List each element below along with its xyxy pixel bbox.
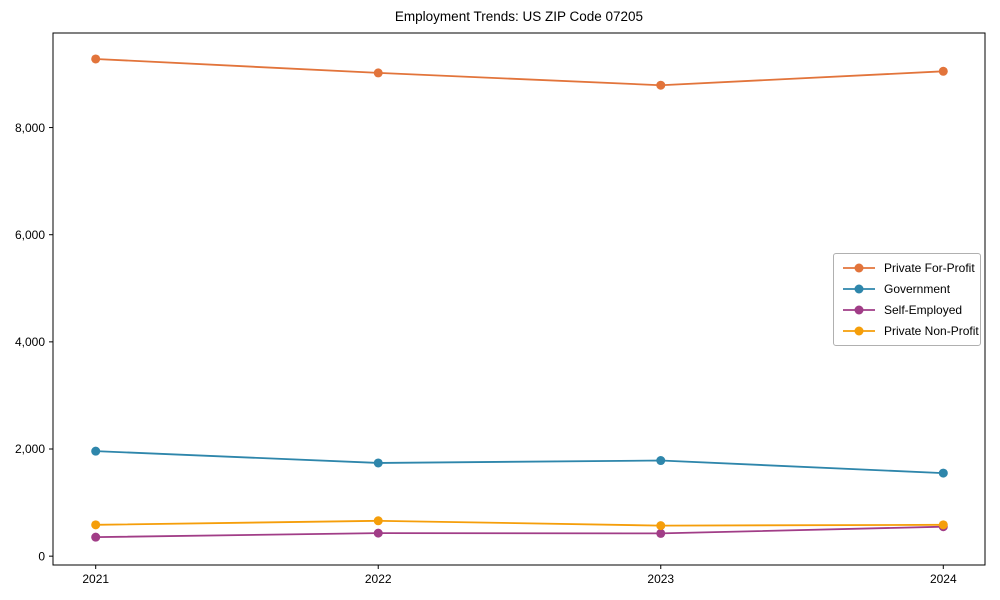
data-point xyxy=(373,516,383,526)
legend-item: Self-Employed xyxy=(842,300,972,321)
legend-marker-icon xyxy=(843,284,875,294)
data-point xyxy=(373,528,383,538)
y-tick-label: 2,000 xyxy=(15,442,45,456)
legend-marker-icon xyxy=(843,305,875,315)
y-tick-label: 8,000 xyxy=(15,121,45,135)
legend-marker-icon xyxy=(843,326,875,336)
x-tick-label: 2022 xyxy=(365,572,392,586)
legend-item: Private Non-Profit xyxy=(842,321,979,342)
data-point xyxy=(373,458,383,468)
data-point xyxy=(656,456,666,466)
data-point xyxy=(656,528,666,538)
legend-label: Government xyxy=(884,281,951,296)
x-tick-label: 2023 xyxy=(647,572,674,586)
data-point xyxy=(656,521,666,531)
data-point xyxy=(91,54,101,64)
y-tick-label: 0 xyxy=(38,549,45,563)
chart-title: Employment Trends: US ZIP Code 07205 xyxy=(394,9,644,24)
data-point xyxy=(91,446,101,456)
plot-frame xyxy=(52,32,986,566)
data-point xyxy=(656,80,666,90)
legend-label: Self-Employed xyxy=(884,303,963,318)
legend-label: Private For-Profit xyxy=(884,260,975,275)
y-axis: 0 2,000 4,000 6,000 8,000 xyxy=(15,121,53,563)
legend-item: Government xyxy=(842,278,972,299)
y-tick-label: 4,000 xyxy=(15,335,45,349)
legend-item: Private For-Profit xyxy=(842,257,975,278)
data-point xyxy=(938,66,948,76)
series-lines xyxy=(91,54,948,542)
series-line-self-employed xyxy=(95,525,944,539)
series-line-private-for-profit xyxy=(95,58,944,87)
data-point xyxy=(373,68,383,78)
legend-marker-icon xyxy=(843,263,875,273)
data-point xyxy=(91,520,101,530)
y-tick-label: 6,000 xyxy=(15,228,45,242)
data-point xyxy=(938,520,948,530)
x-tick-label: 2021 xyxy=(82,572,109,586)
x-tick-label: 2024 xyxy=(930,572,957,586)
x-axis: 2021 2022 2023 2024 xyxy=(82,565,957,586)
legend: Private For-Profit Government Self-Emplo… xyxy=(833,253,981,346)
data-point xyxy=(938,468,948,478)
data-point xyxy=(91,532,101,542)
series-line-government xyxy=(95,450,944,475)
series-line-private-non-profit xyxy=(95,519,944,527)
legend-label: Private Non-Profit xyxy=(884,324,979,339)
